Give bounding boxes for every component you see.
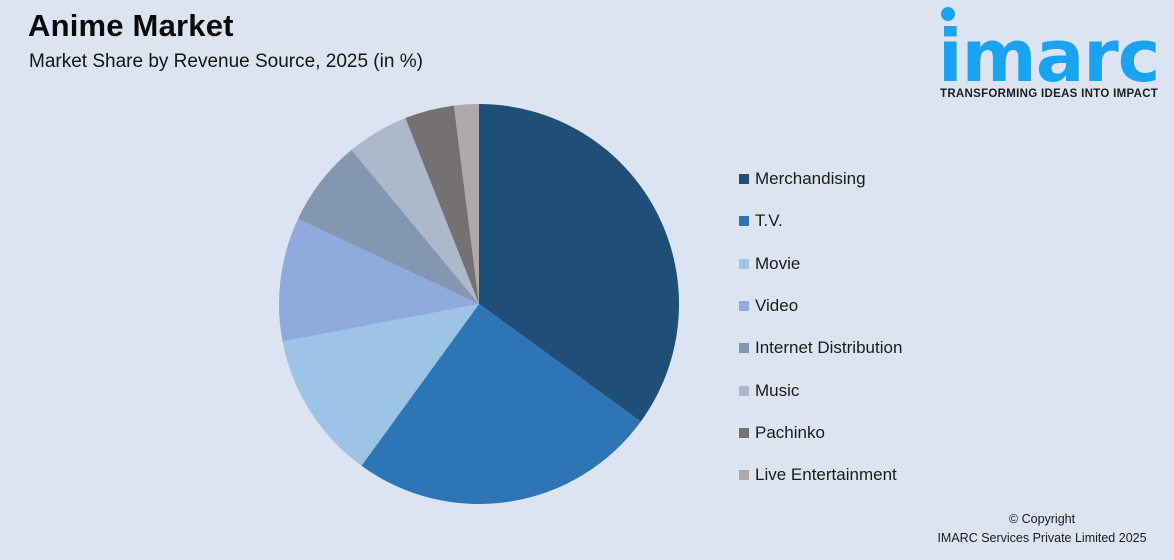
legend-item: Music <box>739 369 902 411</box>
legend-label: Internet Distribution <box>755 338 903 358</box>
legend-item: Video <box>739 285 902 327</box>
legend-item: Merchandising <box>739 158 902 200</box>
logo-wordmark: imarc <box>938 14 1160 98</box>
legend-swatch-icon <box>739 470 749 481</box>
pie-slice-t-v <box>361 304 641 504</box>
legend-item: Live Entertainment <box>739 454 902 496</box>
legend-label: Music <box>755 380 800 400</box>
legend-swatch-icon <box>739 216 749 227</box>
legend-item: Internet Distribution <box>739 327 902 369</box>
pie-slice-merchandising <box>479 104 679 422</box>
legend-label: T.V. <box>755 211 783 231</box>
legend-item: Movie <box>739 243 902 285</box>
legend-label: Video <box>755 296 799 316</box>
copyright-company: IMARC Services Private Limited 2025 <box>937 531 1147 545</box>
legend-item: Pachinko <box>739 412 902 454</box>
pie-slices <box>279 104 679 504</box>
copyright-line: © Copyright <box>1008 512 1076 526</box>
legend-item: T.V. <box>739 200 902 242</box>
pie-slice-live-entertainment <box>453 104 479 304</box>
logo-tagline: TRANSFORMING IDEAS INTO IMPACT <box>940 88 1159 100</box>
chart-subtitle: Market Share by Revenue Source, 2025 (in… <box>29 51 423 72</box>
pie-slice-pachinko <box>405 105 479 304</box>
pie-slice-internet-distribution <box>298 149 479 304</box>
legend-swatch-icon <box>739 174 749 185</box>
legend-label: Live Entertainment <box>755 465 897 485</box>
chart-title: Anime Market <box>28 8 234 43</box>
copyright-notice: © Copyright IMARC Services Private Limit… <box>927 510 1157 548</box>
pie-slice-movie <box>282 304 479 466</box>
legend-label: Movie <box>755 253 801 273</box>
legend-swatch-icon <box>739 385 749 396</box>
imarc-logo: imarc TRANSFORMING IDEAS INTO IMPACT <box>936 6 1166 106</box>
legend-swatch-icon <box>739 258 749 269</box>
logo-dot-icon <box>941 7 955 21</box>
legend-label: Merchandising <box>755 169 866 189</box>
legend-label: Pachinko <box>755 422 825 442</box>
pie-slice-video <box>279 218 479 342</box>
pie-slice-music <box>351 118 479 304</box>
legend-swatch-icon <box>739 343 749 354</box>
legend-swatch-icon <box>739 427 749 438</box>
chart-legend: Merchandising T.V. Movie Video Internet Dist… <box>739 158 902 496</box>
legend-swatch-icon <box>739 301 749 312</box>
